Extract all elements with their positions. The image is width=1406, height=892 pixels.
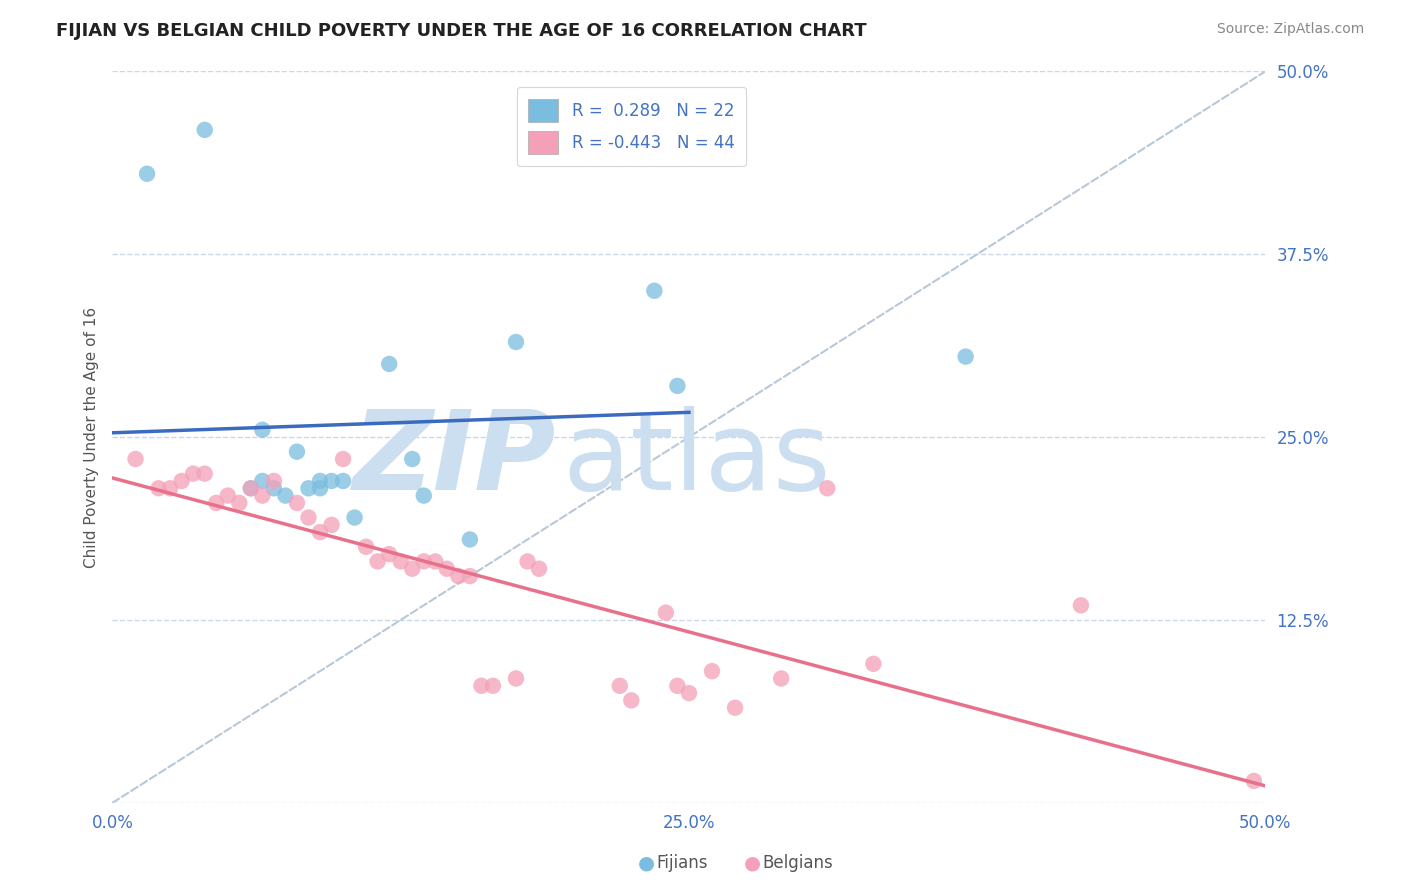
Point — [609, 679, 631, 693]
Point — [700, 664, 723, 678]
Point — [343, 510, 366, 524]
Y-axis label: Child Poverty Under the Age of 16: Child Poverty Under the Age of 16 — [83, 307, 98, 567]
Point — [205, 496, 228, 510]
Point — [332, 452, 354, 467]
Point — [285, 496, 308, 510]
Point — [470, 679, 492, 693]
Point — [252, 474, 274, 488]
Point — [655, 606, 678, 620]
Point — [505, 672, 527, 686]
Point — [285, 444, 308, 458]
Point — [297, 510, 319, 524]
Point — [170, 474, 193, 488]
Point — [1070, 599, 1092, 613]
Point — [620, 693, 643, 707]
Point — [309, 474, 332, 488]
Text: Fijians: Fijians — [657, 855, 709, 872]
Point — [309, 525, 332, 540]
Point — [263, 481, 285, 495]
Point — [666, 679, 689, 693]
Text: ZIP: ZIP — [353, 406, 557, 513]
Point — [643, 284, 665, 298]
Point — [505, 334, 527, 349]
Point — [252, 489, 274, 503]
Point — [136, 167, 159, 181]
Point — [239, 481, 262, 495]
Text: atlas: atlas — [562, 406, 831, 513]
Point — [666, 379, 689, 393]
Point — [516, 554, 538, 568]
Point — [436, 562, 458, 576]
Point — [148, 481, 170, 495]
Point — [332, 474, 354, 488]
Point — [321, 474, 343, 488]
Point — [194, 123, 217, 137]
Point — [527, 562, 550, 576]
Legend: R =  0.289   N = 22, R = -0.443   N = 44: R = 0.289 N = 22, R = -0.443 N = 44 — [516, 87, 747, 166]
Text: Source: ZipAtlas.com: Source: ZipAtlas.com — [1216, 22, 1364, 37]
Text: Belgians: Belgians — [762, 855, 832, 872]
Text: ●: ● — [638, 854, 655, 873]
Point — [263, 474, 285, 488]
Point — [458, 533, 481, 547]
Point — [458, 569, 481, 583]
Point — [159, 481, 181, 495]
Point — [297, 481, 319, 495]
Point — [228, 496, 250, 510]
Point — [447, 569, 470, 583]
Point — [401, 452, 423, 467]
Point — [217, 489, 239, 503]
Point — [678, 686, 700, 700]
Text: FIJIAN VS BELGIAN CHILD POVERTY UNDER THE AGE OF 16 CORRELATION CHART: FIJIAN VS BELGIAN CHILD POVERTY UNDER TH… — [56, 22, 868, 40]
Point — [724, 700, 747, 714]
Text: ●: ● — [744, 854, 761, 873]
Point — [770, 672, 793, 686]
Point — [1243, 773, 1265, 788]
Point — [862, 657, 884, 671]
Point — [412, 489, 434, 503]
Point — [181, 467, 204, 481]
Point — [252, 423, 274, 437]
Point — [378, 357, 401, 371]
Point — [401, 562, 423, 576]
Point — [425, 554, 447, 568]
Point — [309, 481, 332, 495]
Point — [378, 547, 401, 561]
Point — [194, 467, 217, 481]
Point — [482, 679, 505, 693]
Point — [321, 517, 343, 532]
Point — [124, 452, 146, 467]
Point — [274, 489, 297, 503]
Point — [239, 481, 262, 495]
Point — [412, 554, 434, 568]
Point — [354, 540, 377, 554]
Point — [367, 554, 389, 568]
Point — [389, 554, 412, 568]
Point — [955, 350, 977, 364]
Point — [815, 481, 838, 495]
